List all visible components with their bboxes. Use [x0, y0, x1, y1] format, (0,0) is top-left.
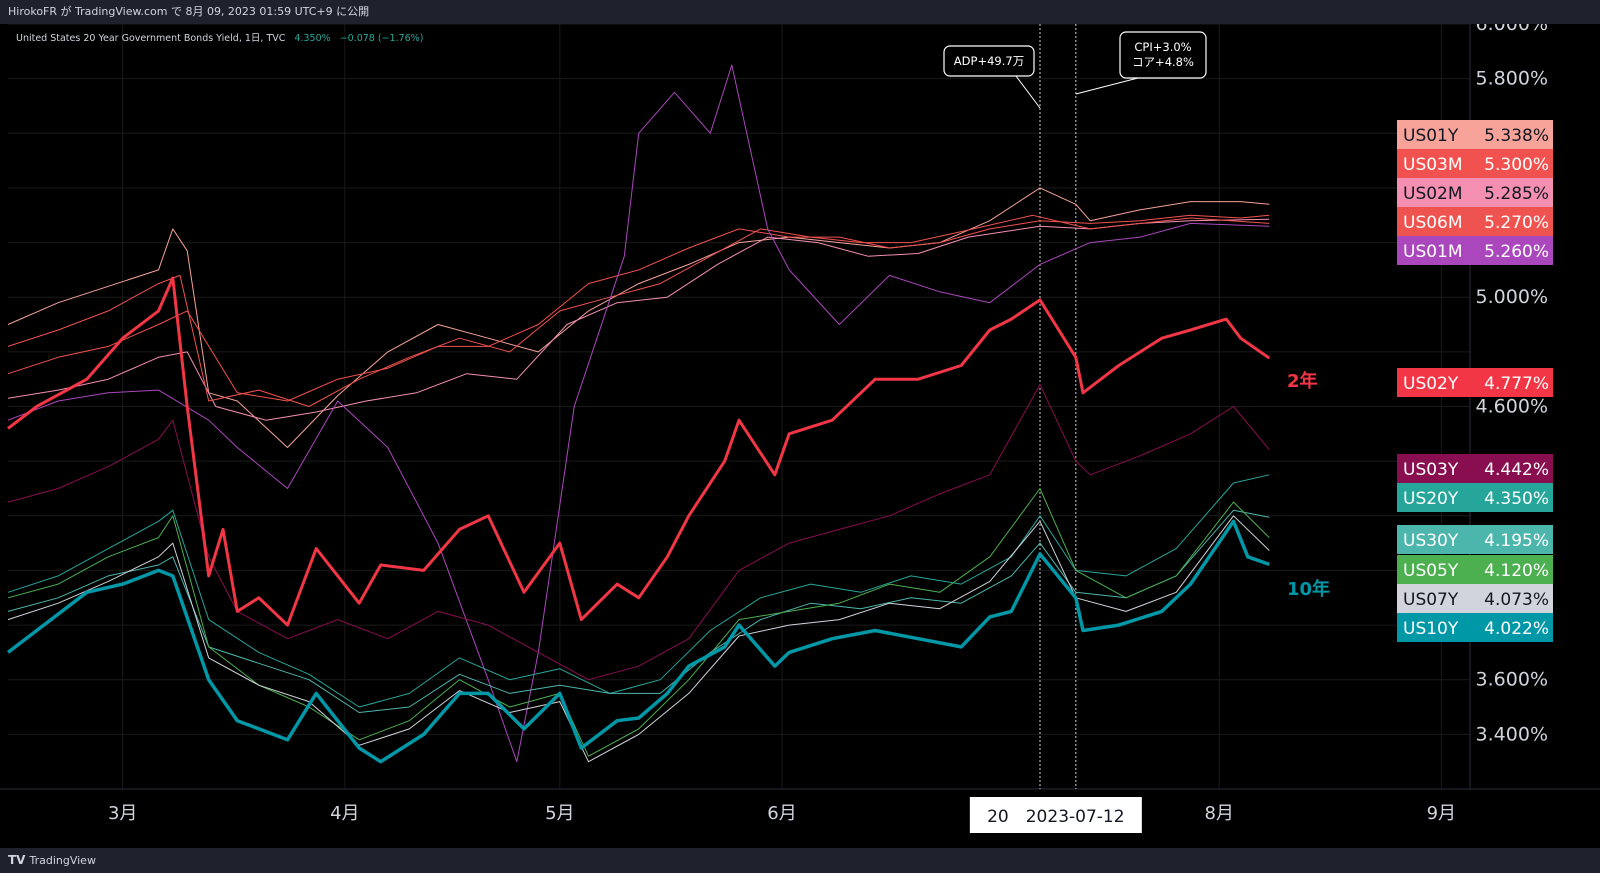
callout-box — [943, 45, 1035, 77]
x-tick-label: 5月 — [545, 803, 574, 824]
price-label-us01m — [1397, 236, 1553, 265]
price-label-us10y — [1397, 613, 1553, 642]
annotation-us02y: 2年 — [1287, 370, 1318, 392]
callout-pointer — [1075, 77, 1139, 95]
chart-legend: United States 20 Year Government Bonds Y… — [16, 30, 423, 44]
price-label-us01y — [1397, 120, 1553, 149]
price-label-value: 5.260% — [1484, 242, 1549, 262]
y-tick-label: 5.000% — [1476, 286, 1548, 308]
x-tick-label: 6月 — [767, 803, 796, 824]
series-line-us07y — [7, 515, 1270, 763]
price-label-value: 4.120% — [1484, 561, 1549, 581]
price-label-name: US01Y — [1403, 126, 1459, 146]
series-line-us06m — [7, 214, 1270, 407]
yield-chart[interactable]: ADP+49.7万CPI+3.0%コア+4.8%6.000%5.800%5.20… — [0, 24, 1600, 848]
brand-label: TradingView — [29, 854, 96, 867]
price-label-value: 5.270% — [1484, 213, 1549, 233]
price-label-us03y — [1397, 454, 1553, 483]
price-label-us05y — [1397, 555, 1553, 584]
price-label-name: US03M — [1403, 155, 1463, 175]
publisher-line: HirokoFR が TradingView.com で 8月 09, 2023… — [8, 5, 370, 18]
series-line-us20y — [7, 474, 1270, 708]
footer-bar: TV TradingView — [0, 848, 1600, 873]
series-line-us01m — [7, 64, 1270, 763]
series-line-us03m — [7, 214, 1270, 402]
y-tick-label: 3.400% — [1476, 723, 1548, 745]
price-label-value: 4.195% — [1484, 531, 1549, 551]
price-label-us06m — [1397, 207, 1553, 236]
price-label-value: 4.777% — [1484, 374, 1549, 394]
annotation-us10y: 10年 — [1287, 578, 1330, 600]
y-tick-label: 6.000% — [1476, 24, 1548, 35]
price-label-value: 4.442% — [1484, 460, 1549, 480]
legend-instrument: United States 20 Year Government Bonds Y… — [16, 33, 286, 44]
legend-last: 4.350% — [294, 33, 331, 44]
legend-change: −0.078 (−1.76%) — [339, 33, 424, 44]
price-label-name: US03Y — [1403, 460, 1459, 480]
price-label-us30y — [1397, 525, 1553, 554]
tradingview-logo[interactable]: TV TradingView — [8, 848, 96, 873]
x-tick-label: 9月 — [1427, 803, 1456, 824]
price-label-name: US20Y — [1403, 489, 1459, 509]
x-tick-label: 4月 — [330, 803, 359, 824]
price-label-us07y — [1397, 584, 1553, 613]
chart-background — [0, 24, 1600, 848]
callout-text: CPI+3.0% — [1134, 40, 1191, 54]
price-label-us02y — [1397, 368, 1553, 397]
crosshair-date-label: 20 2023-07-12 — [987, 807, 1124, 827]
price-label-value: 5.338% — [1484, 126, 1549, 146]
price-label-name: US05Y — [1403, 561, 1459, 581]
price-label-value: 4.073% — [1484, 590, 1549, 610]
series-line-us05y — [7, 488, 1270, 757]
series-line-us02y — [7, 276, 1271, 627]
series-line-us02m — [7, 218, 1270, 421]
x-tick-label: 8月 — [1204, 803, 1233, 824]
callout-text: コア+4.8% — [1132, 55, 1194, 69]
price-label-value: 5.285% — [1484, 184, 1549, 204]
callout-text: ADP+49.7万 — [954, 54, 1024, 68]
price-label-name: US10Y — [1403, 619, 1459, 639]
price-label-us03m — [1397, 149, 1553, 178]
price-label-name: US02Y — [1403, 374, 1459, 394]
y-tick-label: 3.600% — [1476, 669, 1548, 691]
x-tick-label: 3月 — [108, 803, 137, 824]
price-label-name: US30Y — [1403, 531, 1459, 551]
y-tick-label: 5.800% — [1476, 68, 1548, 90]
price-label-name: US01M — [1403, 242, 1463, 262]
price-label-value: 4.350% — [1484, 489, 1549, 509]
price-label-name: US06M — [1403, 213, 1463, 233]
price-label-name: US02M — [1403, 184, 1463, 204]
price-label-value: 5.300% — [1484, 155, 1549, 175]
crosshair-date-box — [969, 797, 1142, 833]
callout-box — [1119, 31, 1207, 79]
callout-pointer — [1015, 75, 1041, 109]
price-label-name: US07Y — [1403, 590, 1459, 610]
price-label-value: 4.022% — [1484, 619, 1549, 639]
publisher-header: HirokoFR が TradingView.com で 8月 09, 2023… — [0, 0, 1600, 24]
y-tick-label: 4.600% — [1476, 396, 1548, 418]
series-line-us01y — [7, 187, 1270, 448]
tv-logo-icon: TV — [8, 853, 26, 867]
price-label-us20y — [1397, 483, 1553, 512]
series-line-us10y — [6, 519, 1270, 764]
price-label-us02m — [1397, 178, 1553, 207]
series-line-us03y — [7, 384, 1270, 681]
